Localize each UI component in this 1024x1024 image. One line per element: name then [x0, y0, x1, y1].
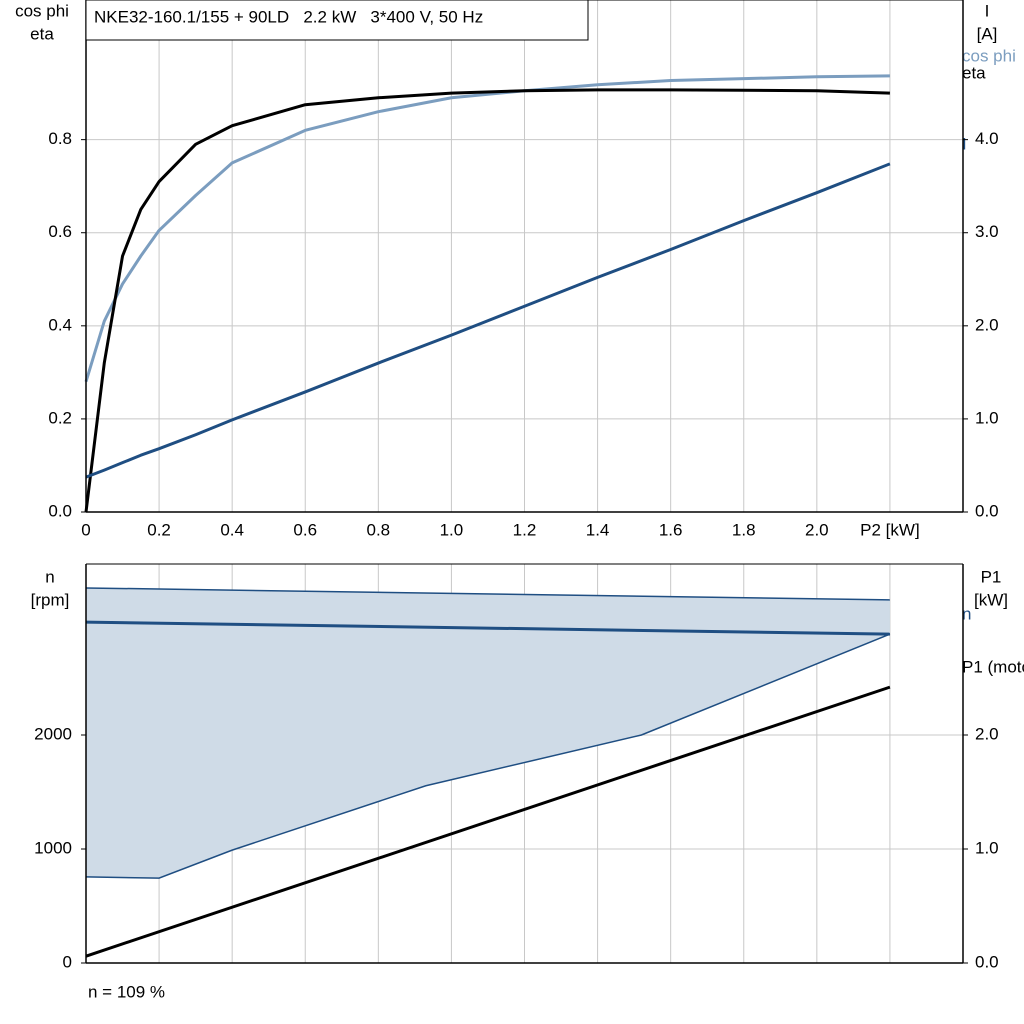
series-line: [85, 620, 890, 636]
y2-tick-label: 3.0: [975, 222, 999, 241]
range-edge: [85, 587, 890, 601]
y-tick-label: 0.2: [48, 408, 72, 427]
series-line: [84, 88, 890, 513]
x-tick-label: 0.6: [293, 520, 317, 539]
series-line: [85, 162, 891, 479]
y2-tick-label: 1.0: [975, 408, 999, 427]
series-label: n: [962, 605, 971, 624]
series-label: I: [962, 134, 967, 153]
x-tick-label: P2 [kW]: [860, 520, 920, 539]
y2-tick-label: 1.0: [975, 838, 999, 857]
x-tick-label: 1.6: [659, 520, 683, 539]
y-axis-title: n: [45, 567, 54, 586]
y-axis-title: [rpm]: [31, 590, 70, 609]
y-tick-label: 0: [63, 952, 72, 971]
y-tick-label: 0.0: [48, 501, 72, 520]
y-axis-title: cos phi: [15, 1, 69, 20]
chart-title: NKE32-160.1/155 + 90LD 2.2 kW 3*400 V, 5…: [94, 7, 483, 26]
title-box: [85, 0, 589, 41]
y2-tick-label: 0.0: [975, 501, 999, 520]
y2-axis-title: [kW]: [974, 590, 1008, 609]
series-line: [84, 74, 890, 383]
y-tick-label: 0.6: [48, 222, 72, 241]
y2-tick-label: 4.0: [975, 129, 999, 148]
x-tick-label: 1.8: [732, 520, 756, 539]
y-tick-label: 2000: [34, 724, 72, 743]
series-line: [85, 685, 891, 958]
x-tick-label: 0.2: [147, 520, 171, 539]
range-area: [86, 587, 890, 879]
y2-tick-label: 2.0: [975, 315, 999, 334]
y-tick-label: 0.4: [48, 315, 72, 334]
y2-tick-label: 0.0: [975, 952, 999, 971]
y2-axis-title: [A]: [977, 24, 998, 43]
x-tick-label: 2.0: [805, 520, 829, 539]
x-tick-label: 1.0: [440, 520, 464, 539]
y2-axis-title: I: [985, 1, 990, 20]
series-label: eta: [962, 64, 986, 83]
x-tick-label: 0: [81, 520, 90, 539]
y-axis-title: eta: [30, 24, 54, 43]
y2-tick-label: 2.0: [975, 724, 999, 743]
footer-note: n = 109 %: [88, 982, 165, 1001]
series-label: cos phi: [962, 46, 1016, 65]
y-tick-label: 1000: [34, 838, 72, 857]
x-tick-label: 1.2: [513, 520, 537, 539]
x-tick-label: 0.4: [220, 520, 244, 539]
range-edge: [85, 633, 891, 879]
series-label: P1 (motor+freq.converter): [962, 658, 1024, 677]
y2-axis-title: P1: [981, 567, 1002, 586]
y-tick-label: 0.8: [48, 129, 72, 148]
x-tick-label: 0.8: [367, 520, 391, 539]
x-tick-label: 1.4: [586, 520, 610, 539]
